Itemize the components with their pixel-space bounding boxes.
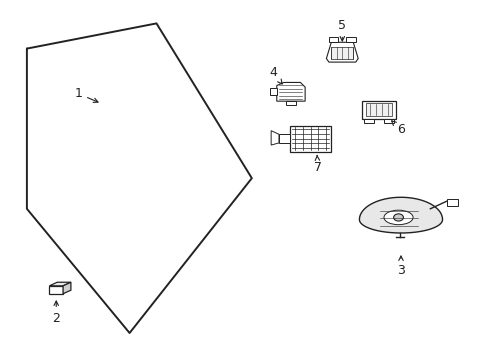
Bar — [278, 134, 289, 143]
Polygon shape — [270, 131, 278, 145]
Polygon shape — [63, 282, 71, 294]
Bar — [328, 37, 338, 42]
Polygon shape — [326, 42, 357, 62]
Bar — [447, 199, 457, 206]
Text: 3: 3 — [396, 256, 404, 277]
Ellipse shape — [383, 210, 412, 225]
Text: 2: 2 — [52, 301, 60, 325]
Bar — [269, 88, 276, 95]
Bar — [285, 101, 295, 105]
Bar — [49, 286, 63, 294]
Polygon shape — [359, 197, 442, 233]
Text: 6: 6 — [391, 121, 404, 136]
Polygon shape — [276, 82, 305, 101]
Polygon shape — [49, 282, 71, 286]
Bar — [331, 46, 352, 59]
Circle shape — [393, 214, 403, 221]
Bar — [362, 101, 395, 119]
Bar — [364, 119, 373, 123]
Text: 7: 7 — [313, 155, 321, 174]
Bar — [289, 126, 331, 152]
Bar — [365, 103, 391, 116]
Text: 1: 1 — [74, 87, 98, 102]
Text: 5: 5 — [338, 19, 346, 41]
Bar — [383, 119, 393, 123]
Text: 4: 4 — [268, 66, 282, 84]
Bar — [346, 37, 355, 42]
